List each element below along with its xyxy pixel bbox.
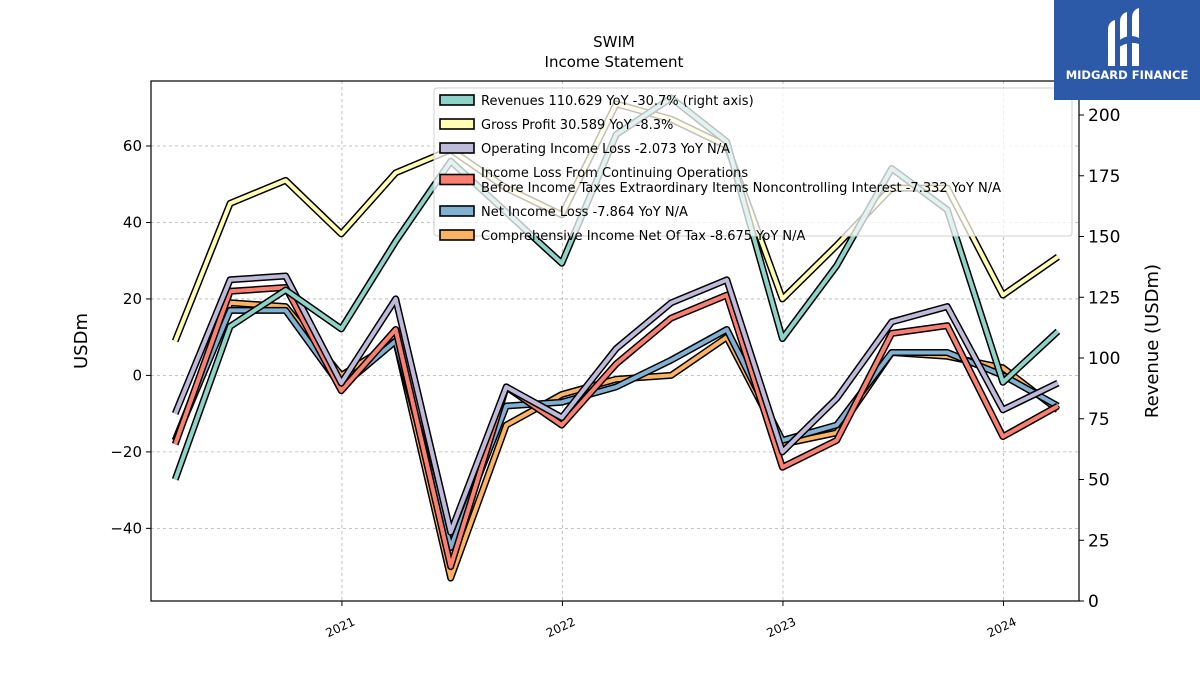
y-right-tick-label: 25	[1088, 531, 1110, 551]
plot-frame	[150, 80, 1080, 602]
legend-swatch	[439, 118, 475, 130]
midgard-logo-icon	[1108, 8, 1139, 66]
y-left-tick-label: 20	[123, 290, 142, 308]
y-right-tick-label: 75	[1088, 410, 1110, 430]
series-line	[173, 274, 1059, 535]
y-axis-left: −40 −20 0 20 40 60	[110, 137, 151, 537]
legend-label: Gross Profit 30.589 YoY -8.3%	[481, 118, 673, 133]
legend-label: Income Loss From Continuing Operations	[481, 166, 748, 181]
legend-swatch	[439, 94, 475, 106]
legend-swatch	[439, 205, 475, 217]
x-tick-label: 2024	[985, 615, 1019, 641]
y-right-tick-label: 100	[1088, 349, 1120, 369]
chart-subtitle: Income Statement	[545, 53, 684, 71]
legend-swatch	[439, 173, 475, 186]
x-tick-label: 2022	[544, 615, 578, 641]
legend-label: Before Income Taxes Extraordinary Items …	[481, 181, 1001, 196]
y-right-tick-label: 125	[1088, 288, 1120, 308]
legend-label: Operating Income Loss -2.073 YoY N/A	[481, 142, 730, 157]
legend-label: Net Income Loss -7.864 YoY N/A	[481, 205, 688, 220]
y-left-tick-label: 0	[132, 366, 142, 384]
y-axis-right: 0 25 50 75 100 125 150 175 200	[1079, 106, 1120, 612]
legend-box	[433, 87, 1073, 237]
y-axis-right-label: Revenue (USDm)	[1142, 264, 1163, 418]
series-line	[173, 285, 1059, 569]
x-tick-label: 2021	[323, 615, 357, 641]
legend-swatch	[439, 142, 475, 154]
x-axis: 2021 2022 2023 2024	[323, 601, 1019, 641]
y-right-tick-label: 200	[1088, 106, 1120, 126]
y-right-tick-label: 50	[1088, 471, 1110, 491]
y-right-tick-label: 0	[1088, 592, 1099, 612]
y-left-tick-label: −40	[110, 519, 142, 537]
y-left-tick-label: 40	[123, 213, 142, 231]
brand-name: MIDGARD FINANCE	[1065, 68, 1189, 82]
chart-title: SWIM	[593, 33, 635, 51]
x-tick-label: 2023	[764, 615, 798, 641]
y-right-tick-label: 175	[1088, 167, 1120, 187]
y-left-tick-label: −20	[110, 443, 142, 461]
y-left-tick-label: 60	[123, 137, 142, 155]
y-right-tick-label: 150	[1088, 228, 1120, 248]
legend-label: Comprehensive Income Net Of Tax -8.675 Y…	[481, 229, 806, 244]
legend-label: Revenues 110.629 YoY -30.7% (right axis)	[481, 94, 754, 109]
midgard-finance-logo: MIDGARD FINANCE	[1054, 0, 1200, 100]
legend-swatch	[439, 229, 475, 241]
legend: Revenues 110.629 YoY -30.7% (right axis)…	[433, 87, 1073, 244]
y-axis-left-label: USDm	[71, 313, 92, 369]
